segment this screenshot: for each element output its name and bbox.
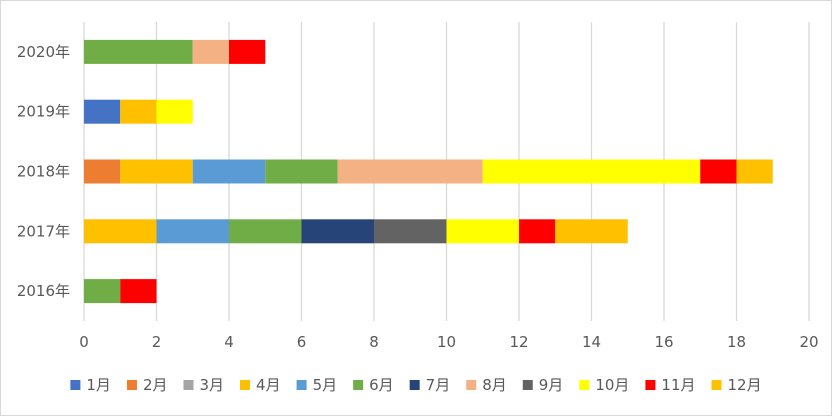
bar-segment <box>736 159 773 184</box>
bar-segment <box>700 159 737 184</box>
bar-segment <box>156 99 193 124</box>
legend-swatch <box>522 380 533 390</box>
bar-segment <box>229 219 302 244</box>
bar-segment <box>84 279 121 304</box>
x-tick-label: 20 <box>799 333 818 351</box>
x-axis: 0 2 4 6 8 10 12 14 16 18 20 <box>79 333 818 351</box>
legend-swatch <box>126 380 137 390</box>
bar-segment <box>192 159 266 184</box>
bar-segment <box>337 159 483 184</box>
legend-label: 8月 <box>482 376 507 394</box>
legend-label: 6月 <box>369 376 394 394</box>
x-tick-label: 16 <box>654 333 673 351</box>
bar-segment <box>84 219 157 244</box>
bar-segment <box>229 39 266 64</box>
bar-segment <box>519 219 556 244</box>
bar-segment <box>555 219 628 244</box>
legend-swatch <box>579 380 590 390</box>
legend-swatch <box>645 380 656 390</box>
x-tick-label: 14 <box>582 333 601 351</box>
legend-label: 9月 <box>539 376 564 394</box>
legend-swatch <box>409 380 420 390</box>
bar-segment <box>482 159 701 184</box>
bar-segment <box>84 39 193 64</box>
legend-swatch <box>70 380 81 390</box>
bar-segment <box>84 159 121 184</box>
legend-swatch <box>183 380 194 390</box>
x-tick-label: 6 <box>297 333 307 351</box>
legend-swatch <box>711 380 722 390</box>
x-tick-label: 8 <box>369 333 379 351</box>
bar-segment <box>120 279 157 304</box>
legend-label: 3月 <box>199 376 224 394</box>
legend-label: 11月 <box>661 376 695 394</box>
bar-segment <box>120 159 193 184</box>
x-tick-label: 18 <box>727 333 746 351</box>
legend-label: 2月 <box>143 376 168 394</box>
bar-segment <box>301 219 374 244</box>
legend-swatch <box>240 380 251 390</box>
legend-label: 10月 <box>595 376 629 394</box>
y-axis: 2016年 2017年 2018年 2019年 2020年 <box>17 43 70 300</box>
legend-label: 4月 <box>256 376 281 394</box>
bar-segment <box>374 219 447 244</box>
bar-segment <box>192 39 229 64</box>
x-tick-label: 4 <box>224 333 234 351</box>
y-tick-label: 2020年 <box>17 43 70 61</box>
y-tick-label: 2017年 <box>17 222 70 240</box>
bars <box>84 39 773 304</box>
x-tick-label: 0 <box>79 333 89 351</box>
legend: 1月 2月 3月 4月 5月 6月 7月 8月 9月 10月 11月 12月 <box>70 376 762 394</box>
legend-label: 7月 <box>426 376 451 394</box>
y-tick-label: 2016年 <box>17 282 70 300</box>
bar-segment <box>156 219 229 244</box>
legend-label: 12月 <box>728 376 762 394</box>
legend-label: 1月 <box>86 376 111 394</box>
bar-segment <box>84 99 121 124</box>
legend-swatch <box>353 380 364 390</box>
y-tick-label: 2018年 <box>17 163 70 181</box>
x-tick-label: 2 <box>152 333 162 351</box>
x-tick-label: 10 <box>437 333 456 351</box>
legend-swatch <box>466 380 477 390</box>
y-tick-label: 2019年 <box>17 103 70 121</box>
legend-swatch <box>296 380 307 390</box>
legend-label: 5月 <box>313 376 338 394</box>
x-tick-label: 12 <box>509 333 528 351</box>
bar-segment <box>265 159 338 184</box>
bar-segment <box>120 99 157 124</box>
bar-segment <box>446 219 519 244</box>
